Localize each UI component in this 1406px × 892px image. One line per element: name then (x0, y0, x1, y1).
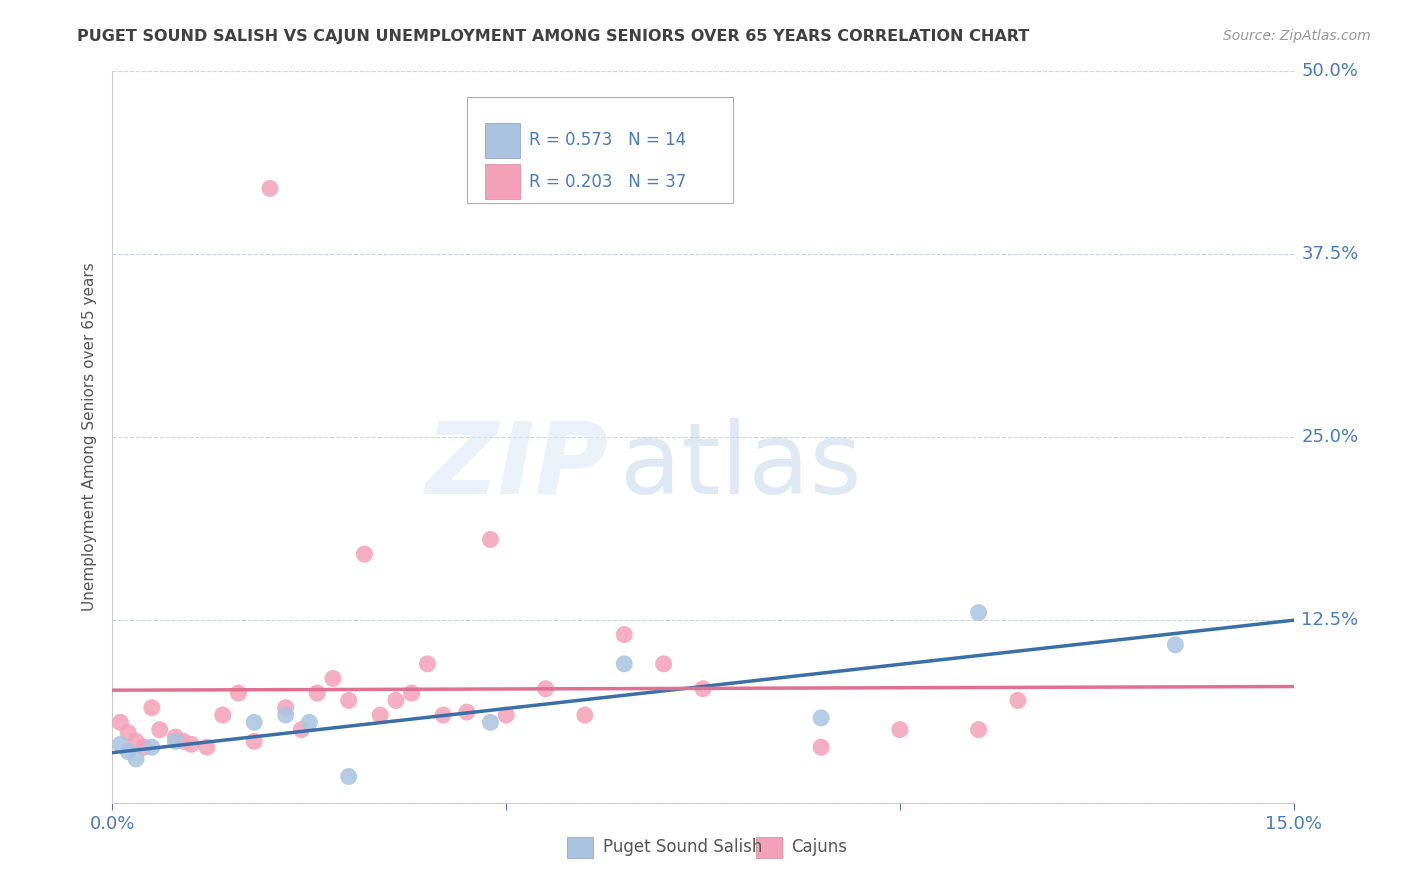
Point (172, 734, 194, 748)
Point (337, 769, 360, 783)
Text: R = 0.573   N = 14: R = 0.573 N = 14 (530, 131, 686, 149)
Bar (485, 122, 520, 158)
Text: Puget Sound Salish: Puget Sound Salish (603, 838, 762, 856)
Point (385, 693, 408, 707)
Text: atlas: atlas (620, 417, 862, 515)
Point (652, 657, 675, 671)
Point (149, 723, 172, 737)
Point (479, 715, 502, 730)
Point (141, 740, 163, 755)
Point (307, 686, 329, 700)
Text: Cajuns: Cajuns (792, 838, 848, 856)
Point (432, 708, 454, 723)
Point (479, 533, 502, 547)
Point (613, 657, 636, 671)
Point (117, 725, 139, 739)
Point (322, 672, 344, 686)
Point (810, 711, 832, 725)
Point (613, 627, 636, 641)
Point (243, 715, 266, 730)
Point (416, 657, 439, 671)
Point (1007, 693, 1029, 707)
Point (259, 181, 281, 195)
Point (298, 715, 321, 730)
Bar (567, 838, 593, 858)
Point (337, 693, 360, 707)
Point (401, 686, 423, 700)
Bar (756, 838, 782, 858)
Point (290, 723, 312, 737)
Point (456, 705, 478, 719)
Text: 50.0%: 50.0% (1302, 62, 1358, 80)
Point (125, 752, 148, 766)
Point (141, 700, 163, 714)
Point (692, 681, 714, 696)
Point (889, 723, 911, 737)
Point (353, 547, 375, 561)
Text: 25.0%: 25.0% (1302, 428, 1358, 446)
Point (368, 708, 391, 723)
Point (211, 708, 233, 723)
Point (165, 730, 187, 744)
Point (117, 745, 139, 759)
Point (243, 734, 266, 748)
Point (110, 715, 132, 730)
Text: PUGET SOUND SALISH VS CAJUN UNEMPLOYMENT AMONG SENIORS OVER 65 YEARS CORRELATION: PUGET SOUND SALISH VS CAJUN UNEMPLOYMENT… (77, 29, 1029, 44)
Point (495, 708, 517, 723)
Point (967, 723, 990, 737)
Text: 37.5%: 37.5% (1302, 245, 1358, 263)
Point (125, 734, 148, 748)
Point (274, 708, 297, 723)
Point (967, 606, 990, 620)
Text: ZIP: ZIP (426, 417, 609, 515)
Point (534, 681, 557, 696)
Point (195, 740, 218, 755)
FancyBboxPatch shape (467, 97, 733, 203)
Bar (485, 164, 520, 199)
Text: Source: ZipAtlas.com: Source: ZipAtlas.com (1223, 29, 1371, 43)
Y-axis label: Unemployment Among Seniors over 65 years: Unemployment Among Seniors over 65 years (82, 263, 97, 611)
Point (810, 740, 832, 755)
Text: R = 0.203   N = 37: R = 0.203 N = 37 (530, 172, 686, 191)
Point (274, 700, 297, 714)
Point (228, 686, 250, 700)
Point (132, 740, 155, 755)
Point (180, 737, 202, 751)
Text: 12.5%: 12.5% (1302, 611, 1358, 629)
Point (1164, 638, 1187, 652)
Point (165, 734, 187, 748)
Point (110, 737, 132, 751)
Point (574, 708, 596, 723)
